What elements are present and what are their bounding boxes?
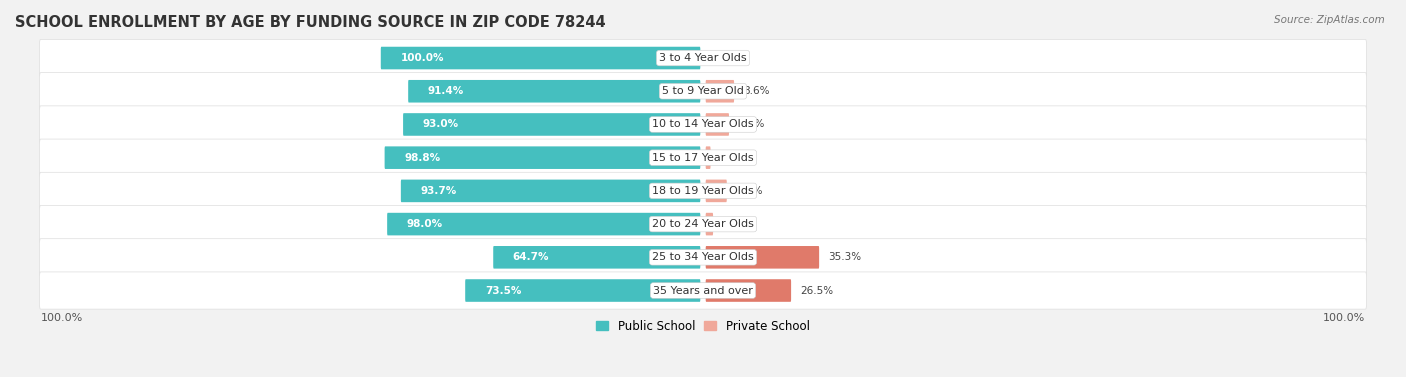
Text: 5 to 9 Year Old: 5 to 9 Year Old <box>662 86 744 96</box>
Text: 100.0%: 100.0% <box>1323 313 1365 323</box>
FancyBboxPatch shape <box>465 279 700 302</box>
FancyBboxPatch shape <box>706 146 710 169</box>
FancyBboxPatch shape <box>387 213 700 235</box>
Text: 73.5%: 73.5% <box>485 285 522 296</box>
FancyBboxPatch shape <box>706 113 728 136</box>
FancyBboxPatch shape <box>39 139 1367 176</box>
FancyBboxPatch shape <box>39 205 1367 243</box>
FancyBboxPatch shape <box>39 73 1367 110</box>
FancyBboxPatch shape <box>381 47 700 69</box>
Text: 25 to 34 Year Olds: 25 to 34 Year Olds <box>652 252 754 262</box>
FancyBboxPatch shape <box>39 40 1367 77</box>
FancyBboxPatch shape <box>401 179 700 202</box>
Text: 64.7%: 64.7% <box>513 252 550 262</box>
Text: SCHOOL ENROLLMENT BY AGE BY FUNDING SOURCE IN ZIP CODE 78244: SCHOOL ENROLLMENT BY AGE BY FUNDING SOUR… <box>15 15 606 30</box>
FancyBboxPatch shape <box>706 80 734 103</box>
FancyBboxPatch shape <box>706 179 727 202</box>
Text: 100.0%: 100.0% <box>41 313 83 323</box>
FancyBboxPatch shape <box>494 246 700 268</box>
FancyBboxPatch shape <box>408 80 700 103</box>
Text: 35.3%: 35.3% <box>828 252 862 262</box>
Text: 10 to 14 Year Olds: 10 to 14 Year Olds <box>652 120 754 129</box>
Text: 98.8%: 98.8% <box>405 153 440 162</box>
Text: 98.0%: 98.0% <box>406 219 443 229</box>
Text: 15 to 17 Year Olds: 15 to 17 Year Olds <box>652 153 754 162</box>
Text: 93.7%: 93.7% <box>420 186 457 196</box>
Legend: Public School, Private School: Public School, Private School <box>592 315 814 337</box>
Text: 8.6%: 8.6% <box>744 86 769 96</box>
FancyBboxPatch shape <box>404 113 700 136</box>
FancyBboxPatch shape <box>385 146 700 169</box>
Text: 91.4%: 91.4% <box>427 86 464 96</box>
Text: Source: ZipAtlas.com: Source: ZipAtlas.com <box>1274 15 1385 25</box>
Text: 100.0%: 100.0% <box>401 53 444 63</box>
Text: 20 to 24 Year Olds: 20 to 24 Year Olds <box>652 219 754 229</box>
FancyBboxPatch shape <box>706 279 792 302</box>
Text: 0.0%: 0.0% <box>716 53 742 63</box>
Text: 2.0%: 2.0% <box>723 219 748 229</box>
FancyBboxPatch shape <box>39 239 1367 276</box>
Text: 3 to 4 Year Olds: 3 to 4 Year Olds <box>659 53 747 63</box>
FancyBboxPatch shape <box>39 272 1367 309</box>
FancyBboxPatch shape <box>706 213 713 235</box>
Text: 18 to 19 Year Olds: 18 to 19 Year Olds <box>652 186 754 196</box>
FancyBboxPatch shape <box>706 246 820 268</box>
FancyBboxPatch shape <box>39 106 1367 143</box>
FancyBboxPatch shape <box>39 172 1367 210</box>
Text: 6.3%: 6.3% <box>735 186 762 196</box>
Text: 93.0%: 93.0% <box>423 120 458 129</box>
Text: 26.5%: 26.5% <box>800 285 834 296</box>
Text: 35 Years and over: 35 Years and over <box>652 285 754 296</box>
Text: 7.0%: 7.0% <box>738 120 765 129</box>
Text: 1.2%: 1.2% <box>720 153 747 162</box>
